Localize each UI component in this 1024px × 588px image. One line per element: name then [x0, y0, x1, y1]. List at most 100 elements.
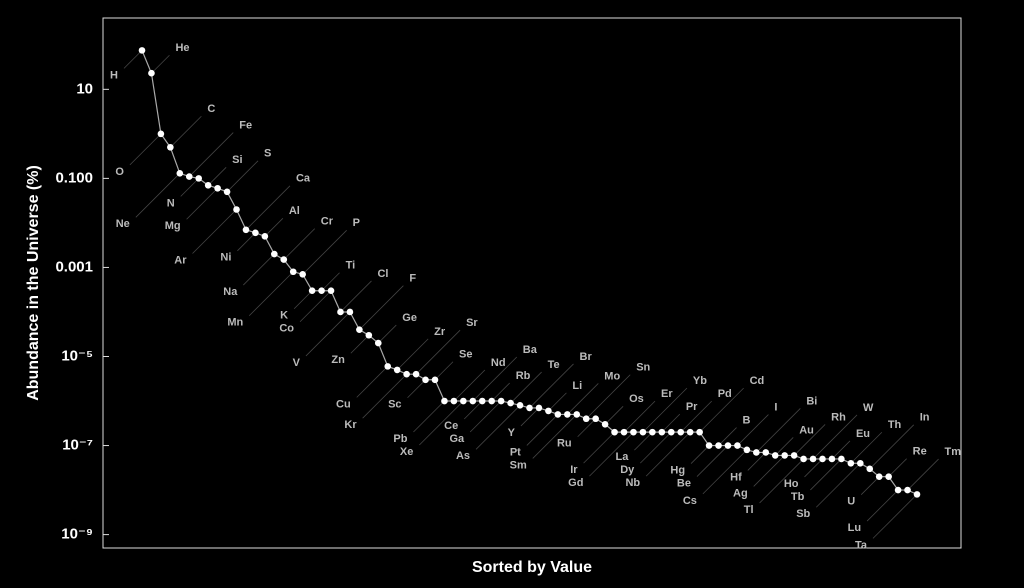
leader-line — [759, 458, 804, 504]
leader-line — [305, 311, 351, 357]
leader-line — [577, 418, 596, 438]
y-axis-title: Abundance in the Universe (%) — [25, 165, 42, 401]
leader-line — [680, 400, 713, 433]
data-point — [535, 404, 543, 412]
data-point — [847, 459, 855, 467]
element-label: Kr — [344, 419, 357, 431]
data-point — [195, 175, 203, 182]
data-point — [856, 459, 864, 467]
leader-line — [872, 494, 918, 539]
leader-line — [548, 392, 567, 412]
leader-line — [804, 458, 823, 478]
element-label: Sc — [388, 399, 401, 411]
element-label: Zn — [331, 354, 345, 366]
leader-line — [434, 361, 454, 381]
leader-line — [529, 363, 574, 409]
data-point — [460, 397, 467, 405]
data-point — [204, 181, 212, 189]
leader-line — [475, 405, 521, 450]
leader-line — [520, 407, 540, 427]
element-label: Os — [629, 393, 644, 405]
data-point — [252, 229, 259, 237]
data-point — [743, 446, 751, 454]
data-point — [639, 428, 647, 436]
element-label: Eu — [856, 428, 870, 440]
data-point — [327, 287, 335, 295]
data-point — [507, 399, 514, 407]
leader-line — [888, 458, 907, 477]
data-point — [894, 486, 902, 494]
element-label: Al — [289, 205, 300, 217]
data-point — [601, 420, 609, 428]
leader-line — [645, 431, 691, 477]
element-label: Y — [508, 427, 516, 439]
data-point — [762, 449, 770, 456]
leader-line — [604, 406, 624, 425]
element-label: Ga — [449, 433, 465, 445]
leader-line — [661, 413, 681, 433]
element-label: U — [847, 496, 855, 508]
element-label: Cd — [750, 375, 765, 387]
data-point — [441, 397, 448, 405]
element-label: Cl — [377, 268, 388, 280]
leader-line — [532, 414, 578, 459]
leader-line — [419, 400, 464, 446]
leader-line — [696, 445, 729, 477]
data-point — [271, 250, 278, 258]
leader-line — [866, 489, 899, 522]
element-label: N — [167, 197, 175, 209]
data-point — [667, 428, 675, 436]
leader-line — [747, 452, 767, 471]
y-tick-label: 10⁻⁷ — [62, 437, 93, 454]
data-point — [573, 411, 581, 418]
element-label: Co — [279, 323, 294, 335]
element-label: Si — [232, 154, 242, 166]
element-label: Sr — [466, 317, 478, 329]
y-tick-label: 10⁻⁵ — [61, 347, 93, 364]
data-point — [393, 366, 401, 374]
data-point — [233, 206, 240, 213]
data-point — [185, 173, 193, 180]
data-point — [412, 370, 420, 378]
leader-line — [321, 272, 340, 292]
element-label: Xe — [400, 446, 413, 458]
leader-line — [634, 431, 653, 451]
data-point — [422, 376, 429, 384]
leader-line — [192, 209, 237, 254]
data-point — [138, 47, 146, 54]
data-point — [289, 268, 297, 276]
data-point — [242, 226, 250, 234]
leader-line — [245, 185, 291, 231]
data-point — [261, 233, 269, 240]
data-point — [157, 130, 165, 138]
element-label: Er — [661, 388, 673, 400]
leader-line — [293, 290, 313, 310]
element-label: S — [264, 148, 271, 160]
element-label: Rb — [516, 370, 531, 382]
leader-line — [377, 324, 397, 344]
element-label: Sn — [636, 362, 650, 374]
leader-line — [860, 476, 880, 495]
element-label: Nd — [491, 357, 506, 369]
element-label: Ag — [733, 487, 748, 499]
leader-line — [299, 290, 332, 323]
leader-line — [831, 440, 851, 460]
leader-line — [585, 374, 631, 420]
leader-line — [186, 187, 218, 220]
leader-line — [350, 334, 370, 354]
element-label: Au — [799, 424, 814, 436]
data-point — [771, 452, 779, 459]
leader-line — [170, 115, 202, 148]
data-point — [866, 465, 874, 473]
element-label: Rh — [831, 411, 846, 423]
data-point — [649, 428, 656, 436]
data-point — [809, 455, 817, 463]
leader-line — [340, 280, 372, 313]
data-point — [800, 455, 807, 463]
data-point — [318, 287, 325, 295]
leader-line — [413, 400, 445, 433]
leader-line — [510, 371, 542, 404]
element-label: Lu — [848, 522, 861, 534]
element-label: Re — [913, 446, 927, 458]
